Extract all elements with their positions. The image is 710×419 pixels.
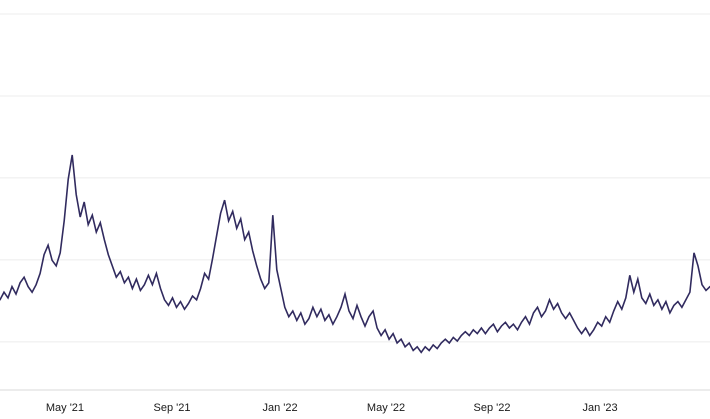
price-line-series bbox=[0, 154, 710, 354]
